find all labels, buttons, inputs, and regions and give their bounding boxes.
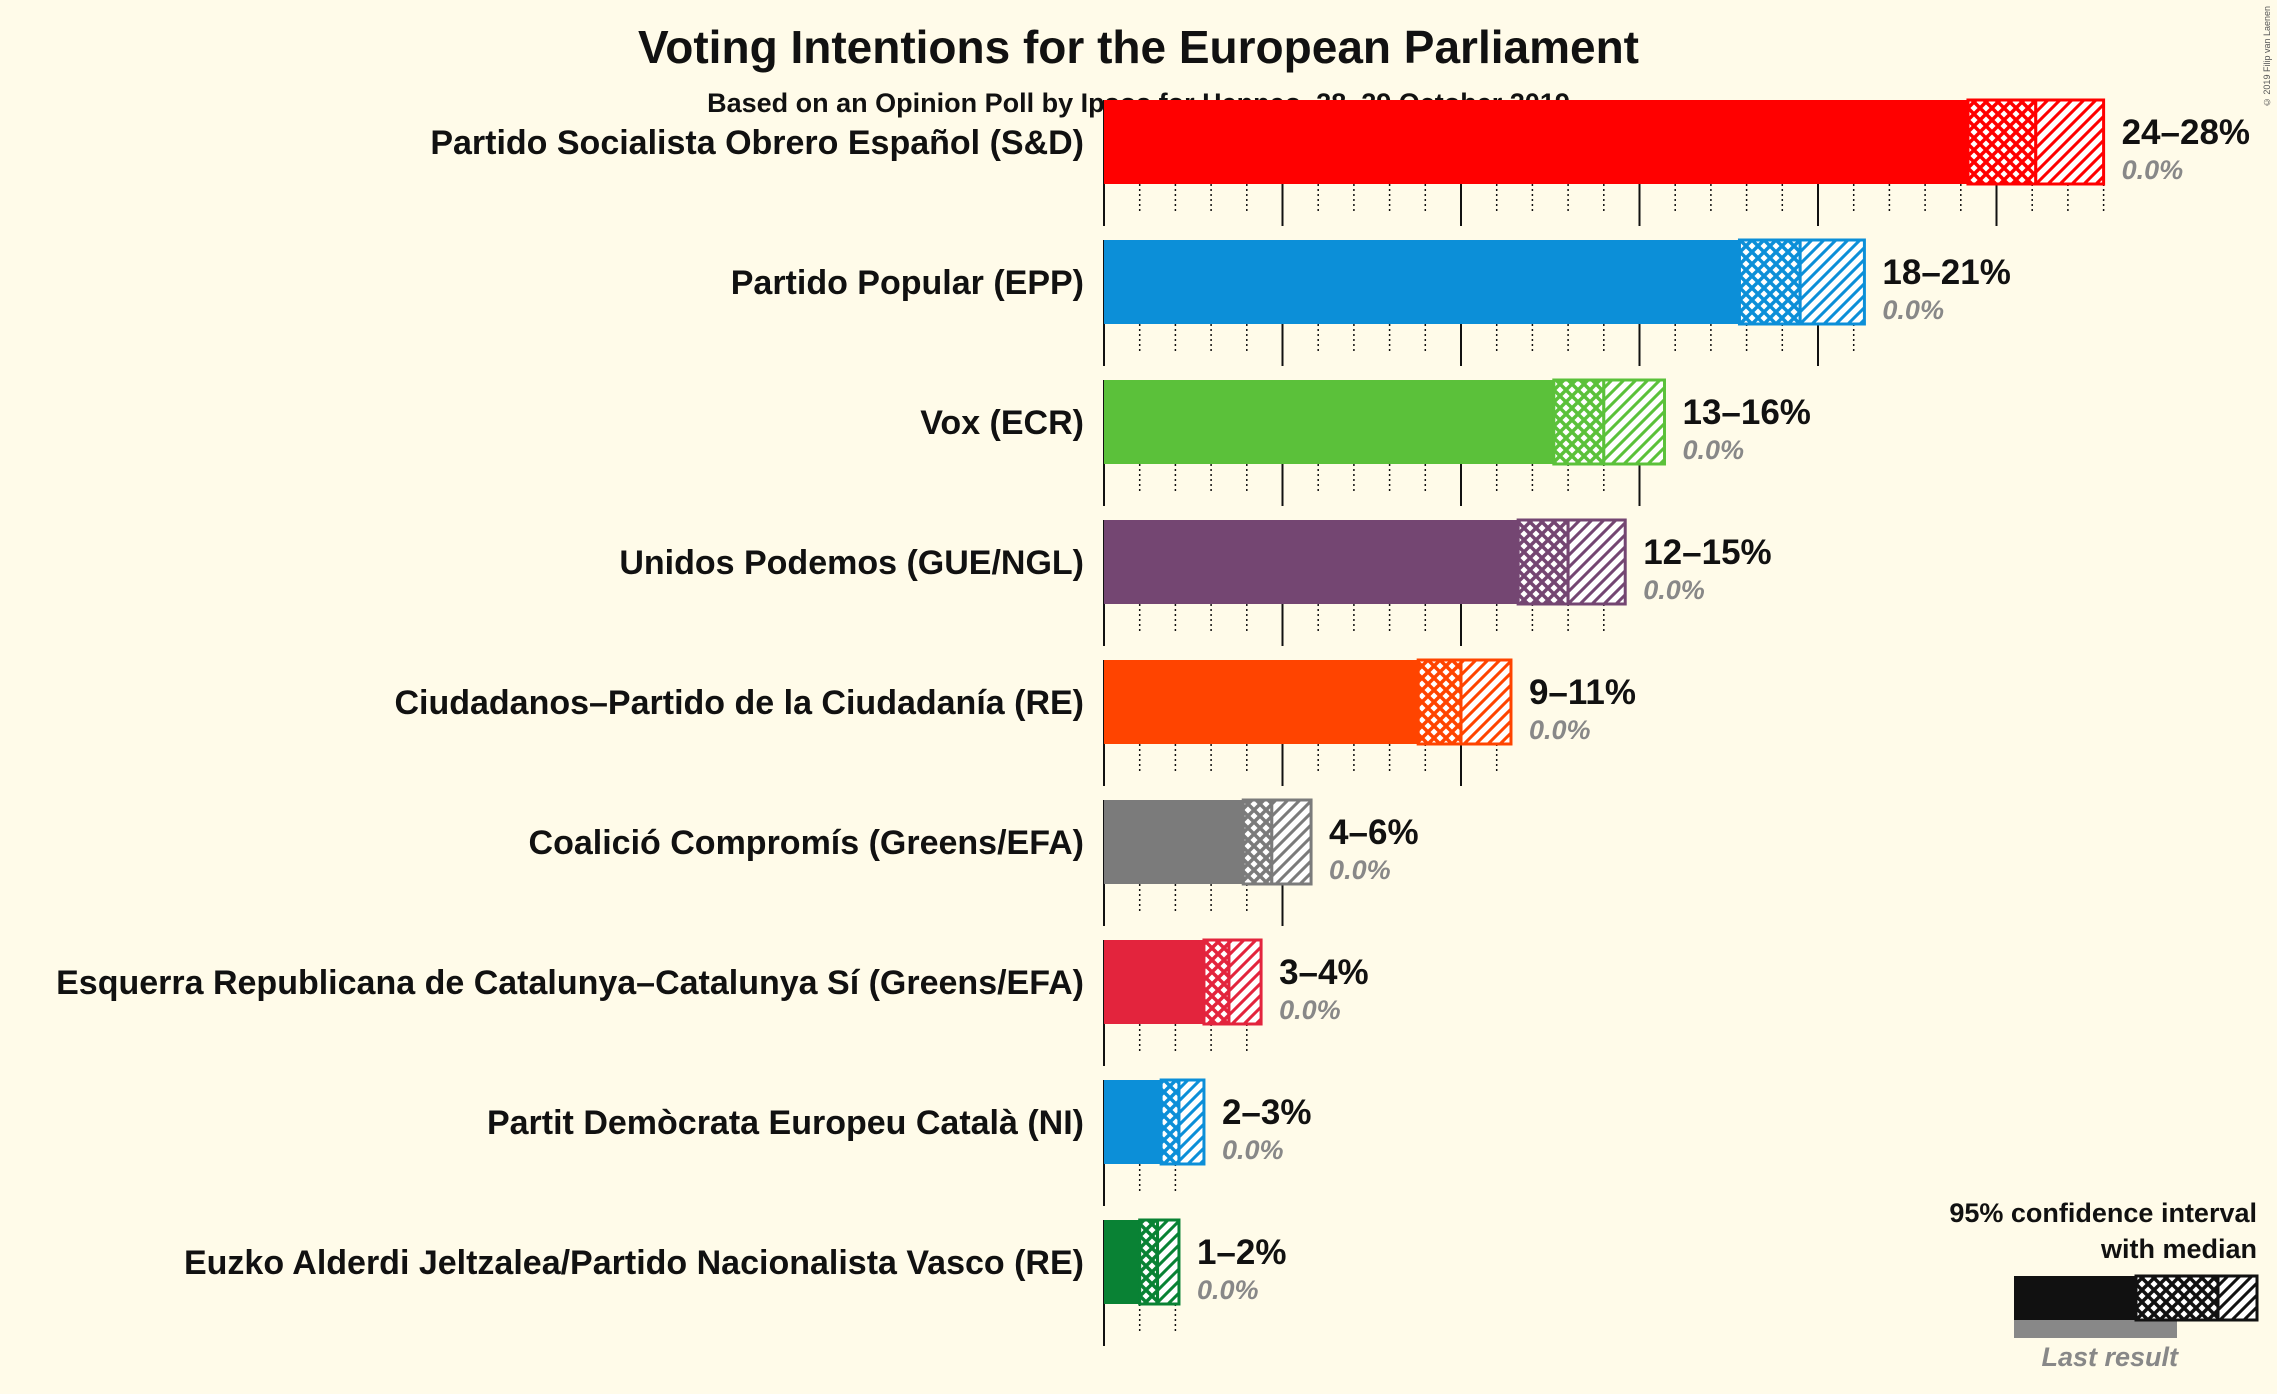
bar-ci-lower xyxy=(1552,378,1606,466)
range-label: 12–15% xyxy=(1643,533,1771,572)
party-label: Unidos Podemos (GUE/NGL) xyxy=(619,544,1084,582)
range-label: 2–3% xyxy=(1222,1093,1312,1132)
range-label: 24–28% xyxy=(2122,113,2250,152)
last-result-label: 0.0% xyxy=(1329,855,1391,885)
chart-title: Voting Intentions for the European Parli… xyxy=(638,21,1639,73)
bar-ci-upper xyxy=(1270,798,1313,886)
range-label: 18–21% xyxy=(1882,253,2010,292)
bar-solid xyxy=(1104,1220,1140,1304)
bar-ci-upper xyxy=(1566,518,1627,606)
bar-ci-lower xyxy=(1516,518,1570,606)
party-label: Euzko Alderdi Jeltzalea/Partido Nacional… xyxy=(184,1244,1084,1282)
bar-solid xyxy=(1104,520,1519,604)
bar-ci-lower xyxy=(1202,938,1231,1026)
party-label: Ciudadanos–Partido de la Ciudadanía (RE) xyxy=(394,684,1084,722)
bar-solid xyxy=(1104,380,1554,464)
bar-ci-upper xyxy=(1602,378,1666,466)
bar-ci-upper xyxy=(1459,658,1513,746)
last-result-label: 0.0% xyxy=(2122,155,2184,185)
range-label: 4–6% xyxy=(1329,813,1419,852)
last-result-label: 0.0% xyxy=(1279,995,1341,1025)
last-result-label: 0.0% xyxy=(1882,295,1944,325)
party-label: Esquerra Republicana de Catalunya–Catalu… xyxy=(56,964,1084,1002)
bar-ci-upper xyxy=(1798,238,1866,326)
bar-ci-upper xyxy=(1156,1218,1181,1306)
bar-ci-lower xyxy=(1416,658,1463,746)
range-label: 1–2% xyxy=(1197,1233,1287,1272)
legend-last-result-label: Last result xyxy=(2041,1342,2179,1372)
bar-ci-lower xyxy=(1159,1078,1181,1166)
last-result-label: 0.0% xyxy=(1529,715,1591,745)
bar-solid xyxy=(1104,1080,1162,1164)
party-label: Partit Demòcrata Europeu Català (NI) xyxy=(487,1104,1084,1142)
bar-ci-upper xyxy=(1227,938,1263,1026)
bar-ci-lower xyxy=(1737,238,1802,326)
legend-line-2: with median xyxy=(2100,1234,2257,1264)
party-label: Vox (ECR) xyxy=(920,404,1084,442)
bar-ci-lower xyxy=(1138,1218,1160,1306)
bar-solid xyxy=(1104,100,1968,184)
legend-ci-lower-hatch xyxy=(2134,1274,2220,1322)
last-result-label: 0.0% xyxy=(1197,1275,1259,1305)
last-result-label: 0.0% xyxy=(1643,575,1705,605)
legend-last-result-bar xyxy=(2014,1318,2177,1338)
bar-ci-upper xyxy=(2034,98,2106,186)
bar-ci-upper xyxy=(1177,1078,1206,1166)
legend-ci-upper-hatch xyxy=(2216,1274,2259,1322)
legend: 95% confidence interval with median Last… xyxy=(1949,1198,2259,1372)
bar-solid xyxy=(1104,660,1419,744)
range-label: 9–11% xyxy=(1529,673,1636,712)
range-label: 3–4% xyxy=(1279,953,1369,992)
party-label: Partido Socialista Obrero Español (S&D) xyxy=(430,124,1084,162)
range-label: 13–16% xyxy=(1682,393,1810,432)
legend-line-1: 95% confidence interval xyxy=(1949,1198,2257,1228)
bar-ci-lower xyxy=(1966,98,2038,186)
bar-ci-lower xyxy=(1241,798,1274,886)
last-result-label: 0.0% xyxy=(1682,435,1744,465)
bar-solid xyxy=(1104,800,1244,884)
legend-solid-bar xyxy=(2014,1276,2136,1320)
bars-group: Partido Socialista Obrero Español (S&D) 2… xyxy=(56,98,2250,1346)
party-label: Partido Popular (EPP) xyxy=(731,264,1084,302)
last-result-label: 0.0% xyxy=(1222,1135,1284,1165)
bar-solid xyxy=(1104,940,1204,1024)
bar-solid xyxy=(1104,240,1740,324)
party-label: Coalició Compromís (Greens/EFA) xyxy=(529,824,1084,862)
